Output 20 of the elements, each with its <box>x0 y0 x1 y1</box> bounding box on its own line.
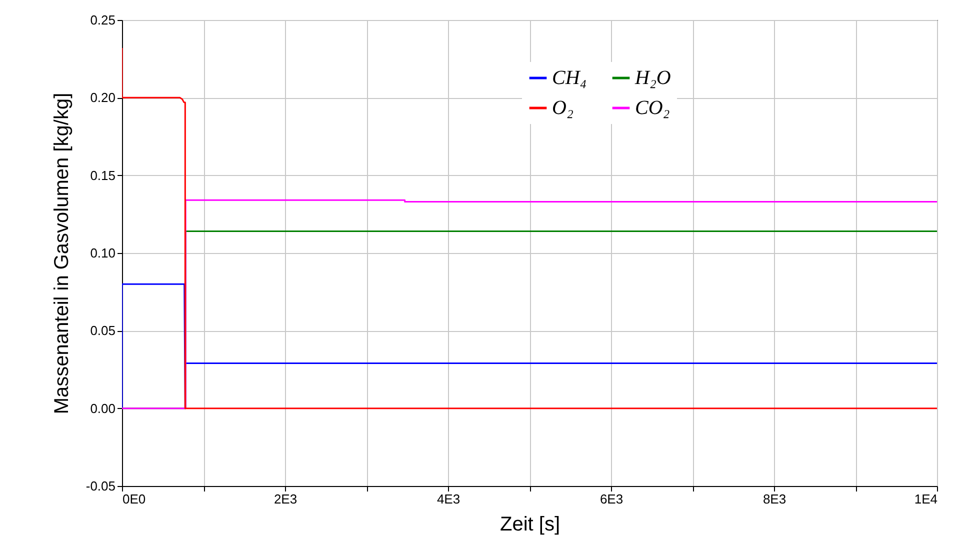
y-tick-label: 0.15 <box>90 168 116 183</box>
y-axis-title: Massenanteil in Gasvolumen [kg/kg] <box>50 92 73 414</box>
y-tick-label: 0.10 <box>90 246 116 260</box>
y-tick-label: 0.20 <box>90 90 116 106</box>
y-tick-label: 0.25 <box>90 12 116 28</box>
legend-label: O₂ <box>552 97 574 119</box>
legend-label: H₂O <box>634 67 671 89</box>
y-tick-label: 0.00 <box>90 400 116 416</box>
x-tick-label: 2E3 <box>274 492 298 506</box>
x-tick-label: 1E4 <box>914 492 938 506</box>
legend-label: CO₂ <box>635 97 670 119</box>
y-tick-label: -0.05 <box>86 478 116 494</box>
x-tick-label: 0E0 <box>122 492 146 506</box>
legend-label: CH₄ <box>552 67 587 89</box>
x-axis-title: Zeit [s] <box>500 514 560 536</box>
x-tick-label: 6E3 <box>600 492 624 506</box>
line-series <box>122 47 937 410</box>
x-tick-label: 4E3 <box>436 492 460 506</box>
y-tick-label: 0.05 <box>90 323 116 338</box>
x-tick-label: 8E3 <box>762 492 786 506</box>
